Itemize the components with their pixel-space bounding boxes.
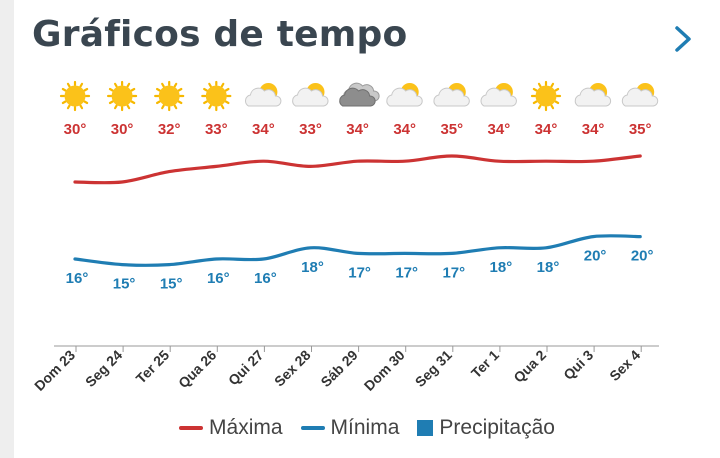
legend-label-precip: Precipitação — [439, 416, 555, 439]
max-data-label: 34° — [535, 121, 558, 138]
min-data-label: 18° — [537, 259, 560, 276]
x-tick-label: Sáb 29 — [317, 347, 360, 390]
x-tick-label: Ter 25 — [133, 347, 173, 387]
min-data-label: 16° — [207, 270, 230, 287]
legend-swatch-precip — [417, 420, 434, 436]
legend-swatch-min — [300, 426, 325, 430]
min-data-label: 15° — [113, 276, 136, 293]
legend-label-max: Máxima — [209, 416, 283, 439]
max-data-label: 34° — [393, 121, 416, 138]
max-data-label: 35° — [440, 121, 463, 138]
max-data-label: 33° — [205, 121, 228, 138]
temperature-chart: 30° 30° 32° 33° 34° 33° 34° 34° 35° 34° 34° 34° 35° 1… — [31, 80, 659, 394]
min-data-label: 18° — [301, 259, 324, 276]
max-data-label: 30° — [111, 121, 134, 138]
x-tick-label: Seg 24 — [82, 347, 125, 390]
partly-cloudy-icon — [480, 83, 517, 107]
max-data-label: 32° — [158, 121, 181, 138]
max-data-label: 34° — [488, 121, 511, 138]
max-data-label: 34° — [582, 121, 605, 138]
x-tick-label: Ter 1 — [468, 347, 502, 381]
max-data-label: 34° — [346, 121, 369, 138]
weather-chart-card: Gráficos de tempo 30° 30° 32° 33° 34° 33° 34° 3… — [14, 0, 720, 458]
min-data-label: 17° — [442, 264, 465, 281]
x-tick-label: Qua 2 — [510, 347, 549, 386]
min-data-label: 17° — [348, 264, 371, 281]
partly-cloudy-icon — [621, 83, 659, 107]
x-tick-label: Sex 28 — [271, 347, 314, 390]
max-data-label: 34° — [252, 121, 275, 138]
x-tick-label: Qui 27 — [225, 347, 267, 389]
chevron-right-icon[interactable] — [666, 22, 700, 56]
legend-swatch-max — [179, 426, 204, 430]
sun-icon — [59, 80, 91, 112]
legend-item-max[interactable]: Máxima — [179, 416, 283, 440]
max-data-label: 35° — [629, 121, 652, 138]
min-data-label: 16° — [254, 270, 277, 287]
max-data-label: 30° — [64, 121, 87, 138]
partly-cloudy-icon — [386, 83, 423, 107]
legend-item-precip[interactable]: Precipitação — [417, 416, 555, 440]
page-title: Gráficos de tempo — [32, 14, 408, 55]
x-tick-label: Seg 31 — [412, 347, 455, 390]
sun-icon — [106, 80, 138, 112]
min-series-line — [73, 234, 642, 267]
partly-cloudy-icon — [574, 83, 612, 107]
legend-label-min: Mínima — [330, 416, 400, 439]
legend-item-min[interactable]: Mínima — [300, 416, 400, 440]
x-tick-label: Dom 30 — [361, 347, 408, 394]
min-data-label: 17° — [395, 264, 418, 281]
cloud-icon — [339, 82, 380, 107]
min-data-label: 15° — [160, 276, 183, 293]
min-data-label: 18° — [490, 259, 513, 276]
partly-cloudy-icon — [245, 83, 282, 107]
x-tick-label: Dom 23 — [31, 347, 78, 394]
sun-icon — [201, 80, 232, 112]
partly-cloudy-icon — [292, 83, 329, 107]
x-tick-label: Qua 26 — [175, 347, 219, 391]
partly-cloudy-icon — [433, 83, 470, 107]
max-series-line — [73, 154, 642, 185]
x-tick-label: Sex 4 — [606, 347, 643, 384]
x-tick-label: Qui 3 — [560, 347, 596, 383]
max-data-label: 33° — [299, 121, 322, 138]
min-data-label: 20° — [584, 248, 607, 265]
min-data-label: 16° — [66, 270, 89, 287]
min-data-label: 20° — [631, 248, 654, 265]
sun-icon — [530, 80, 562, 112]
chart-legend: Máxima Mínima Precipitação — [14, 416, 720, 440]
sun-icon — [154, 80, 185, 112]
